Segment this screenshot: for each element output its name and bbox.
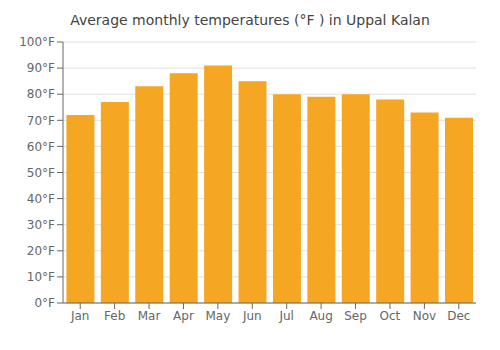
svg-text:30°F: 30°F: [27, 218, 55, 232]
svg-text:60°F: 60°F: [27, 140, 55, 154]
svg-text:Jul: Jul: [278, 309, 293, 323]
svg-text:20°F: 20°F: [27, 244, 55, 258]
svg-text:Aug: Aug: [309, 309, 332, 323]
svg-text:Feb: Feb: [104, 309, 125, 323]
svg-text:Jan: Jan: [70, 309, 90, 323]
svg-text:May: May: [205, 309, 230, 323]
svg-text:Mar: Mar: [138, 309, 161, 323]
svg-text:Jun: Jun: [242, 309, 262, 323]
svg-text:Oct: Oct: [380, 309, 401, 323]
svg-text:0°F: 0°F: [34, 296, 55, 310]
svg-text:Dec: Dec: [447, 309, 470, 323]
svg-text:Sep: Sep: [344, 309, 367, 323]
svg-text:10°F: 10°F: [27, 270, 55, 284]
svg-text:90°F: 90°F: [27, 61, 55, 75]
svg-text:80°F: 80°F: [27, 87, 55, 101]
svg-text:100°F: 100°F: [19, 35, 55, 49]
svg-text:Nov: Nov: [413, 309, 436, 323]
svg-text:70°F: 70°F: [27, 114, 55, 128]
svg-text:40°F: 40°F: [27, 192, 55, 206]
svg-text:Apr: Apr: [173, 309, 194, 323]
html-text:Average monthly temperatures (: Average monthly temperatures (°F ) in Up…: [70, 12, 430, 28]
svg-text:50°F: 50°F: [27, 166, 55, 180]
